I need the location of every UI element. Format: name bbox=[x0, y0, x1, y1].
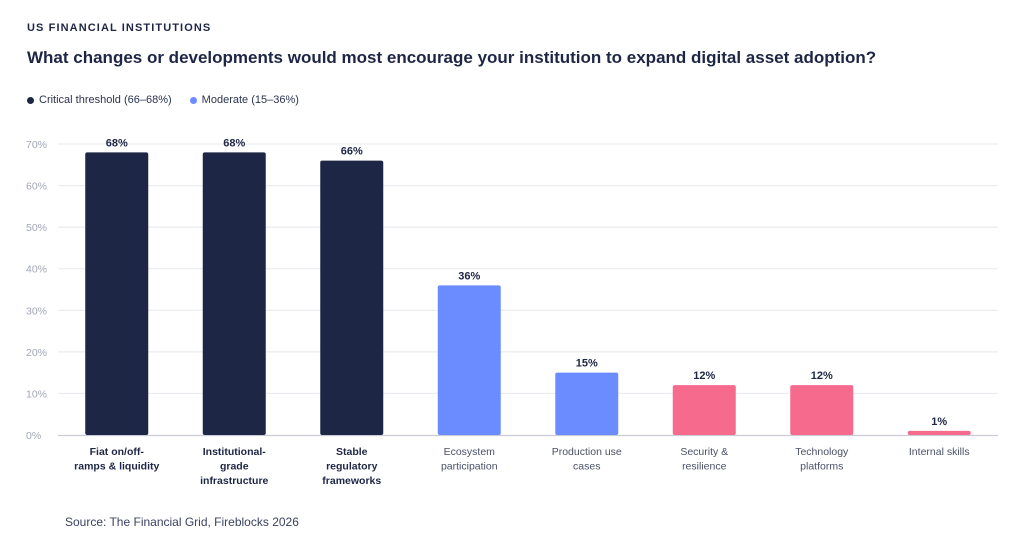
x-tick-label: infrastructure bbox=[200, 475, 268, 487]
bar bbox=[672, 385, 736, 435]
bar bbox=[85, 152, 149, 436]
x-tick-label: frameworks bbox=[322, 475, 381, 487]
data-label: 68% bbox=[106, 137, 128, 149]
x-tick-label: platforms bbox=[800, 461, 843, 473]
x-tick-label: ramps & liquidity bbox=[74, 461, 159, 473]
data-label: 36% bbox=[458, 270, 480, 282]
bar bbox=[320, 160, 384, 435]
x-tick-label: Technology bbox=[795, 446, 849, 458]
legend-dot-critical-icon bbox=[27, 96, 34, 104]
x-tick-label: participation bbox=[441, 461, 498, 473]
y-tick-label: 70% bbox=[26, 139, 47, 151]
x-tick-label: grade bbox=[220, 461, 249, 473]
x-tick-label: Institutional- bbox=[203, 446, 266, 458]
y-tick-label: 10% bbox=[26, 388, 47, 400]
y-tick-label: 30% bbox=[26, 305, 47, 317]
data-label: 68% bbox=[223, 137, 245, 149]
y-tick-label: 60% bbox=[26, 181, 47, 193]
legend-label-critical: Critical threshold (66–68%) bbox=[39, 94, 172, 106]
legend: Critical threshold (66–68%) Moderate (15… bbox=[27, 94, 317, 106]
y-tick-label: 0% bbox=[26, 430, 41, 442]
x-tick-label: Stable bbox=[336, 446, 368, 458]
x-tick-label: Production use bbox=[552, 446, 622, 458]
data-label: 15% bbox=[576, 358, 598, 370]
x-tick-label: regulatory bbox=[326, 461, 378, 473]
legend-label-moderate: Moderate (15–36%) bbox=[201, 94, 299, 106]
chart-title: What changes or developments would most … bbox=[27, 48, 877, 67]
data-label: 1% bbox=[931, 416, 947, 428]
y-tick-label: 50% bbox=[26, 222, 47, 234]
source-note: Source: The Financial Grid, Fireblocks 2… bbox=[65, 515, 299, 529]
x-tick-label: Internal skills bbox=[909, 446, 970, 458]
x-tick-label: cases bbox=[573, 461, 600, 473]
x-tick-label: Ecosystem bbox=[444, 446, 496, 458]
data-label: 12% bbox=[811, 370, 833, 382]
legend-dot-moderate-icon bbox=[189, 96, 197, 104]
y-tick-label: 40% bbox=[26, 264, 47, 276]
legend-item-moderate: Moderate (15–36%) bbox=[189, 94, 299, 106]
legend-item-critical: Critical threshold (66–68%) bbox=[27, 94, 172, 106]
bar bbox=[907, 430, 971, 435]
data-label: 12% bbox=[693, 370, 715, 382]
bar bbox=[790, 385, 854, 435]
x-tick-label: resilience bbox=[682, 461, 727, 473]
bar bbox=[555, 372, 619, 435]
bar bbox=[202, 152, 266, 436]
bar bbox=[437, 285, 501, 435]
data-label: 66% bbox=[341, 146, 363, 158]
y-tick-label: 20% bbox=[26, 347, 47, 359]
eyebrow-label: US FINANCIAL INSTITUTIONS bbox=[27, 22, 212, 34]
x-tick-label: Security & bbox=[680, 446, 728, 458]
x-tick-label: Fiat on/off- bbox=[90, 446, 145, 458]
